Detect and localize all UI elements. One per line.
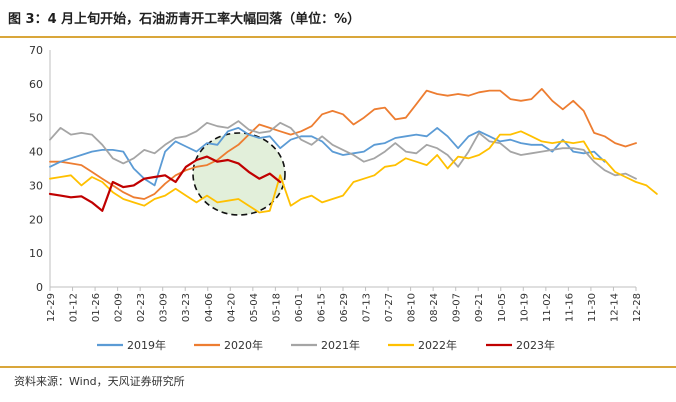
x-tick-label: 08-10 [407, 293, 418, 322]
x-tick-label: 12-28 [632, 293, 643, 322]
chart-axes: 0 10 20 30 40 50 60 70 12-29 01-12 01-26 02-09 02-23… [29, 44, 643, 322]
legend-label: 2019年 [127, 338, 166, 352]
x-tick-label: 06-15 [316, 293, 327, 322]
x-tick-label: 03-23 [181, 293, 192, 322]
x-tick-label: 05-18 [271, 293, 282, 322]
x-tick-label: 10-19 [519, 293, 530, 322]
y-tick-label: 60 [29, 78, 43, 91]
x-tick-label: 03-09 [159, 293, 170, 322]
x-tick-label: 10-05 [497, 293, 508, 322]
x-tick-label: 11-16 [564, 293, 575, 322]
x-tick-label: 12-29 [46, 293, 57, 322]
line-chart: 0 10 20 30 40 50 60 70 12-29 01-12 01-26 02-09 02-23… [29, 44, 658, 352]
x-tick-label: 11-30 [587, 293, 598, 322]
x-tick-label: 09-21 [474, 293, 485, 322]
y-tick-label: 40 [29, 146, 43, 159]
legend-label: 2020年 [224, 338, 263, 352]
legend-label: 2021年 [321, 338, 360, 352]
y-tick-label: 10 [29, 247, 43, 260]
x-tick-label: 07-27 [384, 293, 395, 322]
x-tick-label: 12-14 [609, 293, 620, 322]
chart-legend: 2019年 2020年 2021年 2022年 2023年 [97, 338, 555, 352]
legend-label: 2023年 [516, 338, 555, 352]
x-tick-label: 02-23 [136, 293, 147, 322]
series-line-2021 [49, 120, 637, 180]
highlight-ellipse-group [192, 132, 286, 216]
bottom-rule [0, 366, 676, 368]
y-tick-label: 50 [29, 112, 43, 125]
x-tick-label: 07-13 [362, 293, 373, 322]
y-tick-label: 30 [29, 179, 43, 192]
series-line-2020 [49, 88, 637, 200]
series-line-2023 [48, 155, 282, 212]
x-tick-label: 08-24 [429, 293, 440, 322]
x-tick-label: 04-20 [226, 293, 237, 322]
x-tick-label: 01-26 [91, 293, 102, 322]
chart-series-lines [48, 88, 658, 214]
series-line-2019 [49, 127, 606, 187]
highlight-ellipse [192, 132, 286, 216]
x-tick-label: 05-04 [249, 293, 260, 322]
x-tick-label: 02-09 [114, 293, 125, 322]
y-tick-label: 0 [36, 281, 43, 294]
x-tick-label: 01-12 [69, 293, 80, 322]
figure-title: 图 3：4 月上旬开始，石油沥青开工率大幅回落（单位：%） [8, 12, 361, 27]
x-tick-label: 09-07 [452, 293, 463, 322]
source-note: 资料来源：Wind，天风证券研究所 [14, 375, 185, 388]
x-tick-label: 04-06 [204, 293, 215, 322]
x-tick-label: 11-02 [542, 293, 553, 322]
x-tick-label: 06-01 [294, 293, 305, 322]
y-tick-label: 70 [29, 44, 43, 57]
legend-label: 2022年 [418, 338, 457, 352]
top-rule [0, 36, 676, 38]
y-tick-label: 20 [29, 213, 43, 226]
series-line-2022 [49, 130, 658, 214]
x-tick-label: 06-29 [339, 293, 350, 322]
